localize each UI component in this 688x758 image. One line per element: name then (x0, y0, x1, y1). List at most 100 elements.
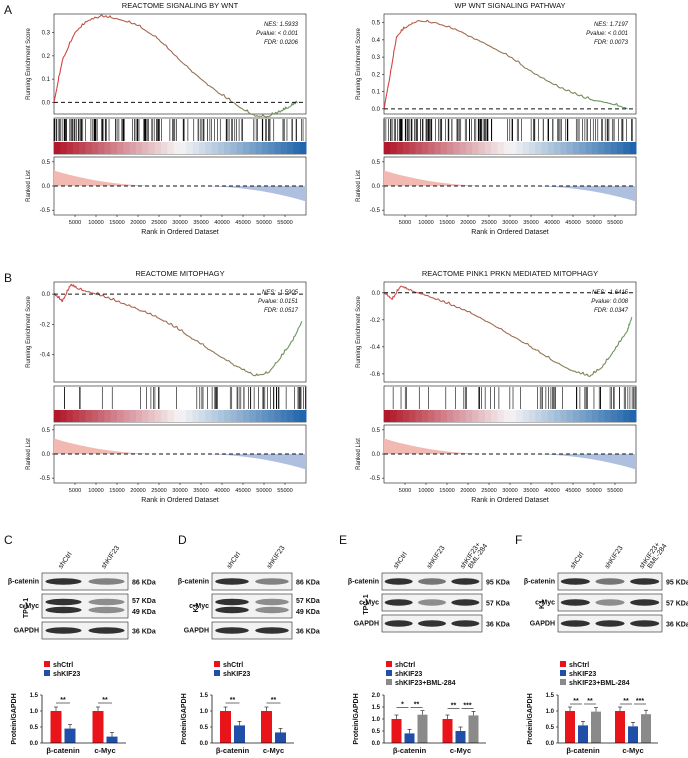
rank-color-segment (384, 142, 391, 154)
es-curve-segment (125, 21, 128, 23)
bar (261, 711, 272, 743)
es-curve-segment (459, 30, 462, 33)
ranked-positive-area (384, 170, 498, 186)
es-curve-segment (123, 20, 126, 23)
rank-color-segment (299, 410, 307, 422)
es-curve-segment (398, 287, 400, 290)
rank-color-segment (560, 410, 568, 422)
es-curve-segment (566, 89, 569, 92)
rank-color-segment (91, 142, 99, 154)
es-curve-segment (225, 97, 228, 100)
es-curve-segment (578, 371, 581, 374)
es-curve-segment (294, 334, 296, 337)
es-curve-segment (405, 26, 408, 29)
legend-swatch (44, 661, 50, 667)
blot-strip (41, 593, 129, 619)
blot-band (418, 620, 446, 627)
rank-color-segment (617, 142, 624, 154)
rank-color-segment (516, 142, 524, 154)
lane-label: shKIF23 (266, 545, 287, 570)
es-curve-segment (192, 71, 195, 74)
es-curve-segment (543, 77, 547, 81)
x-tick-label: 30000 (172, 220, 188, 226)
bar-chart-D: shCtrl shKIF23 0.0 0.5 1.0 1.5 Protein/GAPDH β-… (181, 661, 286, 755)
rank-color-segment (610, 410, 618, 422)
rank-color-segment (598, 142, 605, 154)
rank-color-segment (415, 410, 423, 422)
es-curve-segment (53, 98, 56, 103)
es-frame (383, 13, 637, 115)
es-curve-segment (84, 290, 87, 292)
x-tick-label: 45000 (565, 220, 581, 226)
rank-color-segment (409, 142, 416, 154)
ranked-positive-area (384, 438, 498, 454)
rank-color-segment (161, 142, 168, 154)
es-curve-segment (387, 85, 389, 89)
category-label: β-catenin (566, 746, 600, 755)
es-curve-segment (235, 365, 239, 368)
es-curve-segment (495, 48, 498, 51)
blot-row-label: GAPDH (530, 621, 555, 628)
es-curve-segment (403, 27, 406, 29)
es-curve-segment (255, 114, 258, 117)
kda-label: 57 KDa (296, 598, 320, 605)
es-curve-segment (155, 35, 158, 39)
y-tick-label: 0.2 (372, 72, 381, 78)
blot-band (255, 606, 289, 614)
x-tick-label: 40000 (544, 220, 560, 226)
x-tick-label: 20000 (130, 220, 146, 226)
ranked-negative-area (192, 454, 306, 470)
es-curve-segment (240, 107, 244, 110)
es-curve-segment (448, 25, 452, 29)
es-curve-segment (486, 321, 490, 324)
es-curve-segment (444, 25, 448, 28)
rank-color-segment (123, 410, 131, 422)
rank-color-segment (104, 410, 112, 422)
es-curve-segment (558, 362, 562, 366)
rank-color-segment (117, 410, 124, 422)
es-curve-segment (167, 322, 170, 325)
rank-color-segment (503, 142, 511, 154)
es-curve-segment (518, 339, 521, 342)
panel-letter-a: A (4, 3, 12, 17)
rank-color-segment (434, 142, 442, 154)
es-curve-segment (618, 340, 621, 343)
blot-band (630, 578, 660, 585)
rank-color-segment (148, 142, 156, 154)
y-tick-label: 0.3 (372, 55, 381, 61)
es-curve-segment (185, 64, 188, 67)
es-curve-segment (599, 367, 602, 370)
y-axis-label: Protein/GAPDH (527, 693, 534, 744)
x-tick-label: 10000 (88, 220, 104, 226)
es-curve-segment (172, 53, 176, 56)
es-curve-segment (422, 293, 425, 296)
es-curve-segment (127, 304, 130, 306)
es-curve-segment (262, 114, 265, 117)
es-curve-segment (170, 50, 174, 54)
es-curve-segment (188, 335, 191, 338)
bar (578, 725, 588, 743)
es-curve-segment (183, 332, 186, 335)
x-tick-label: 25000 (151, 488, 167, 494)
es-curve-segment (70, 39, 73, 43)
es-curve-segment (146, 30, 149, 34)
es-curve-segment (109, 15, 112, 19)
rank-color-segment (110, 142, 118, 154)
es-curve-segment (576, 94, 580, 97)
es-curve-segment (239, 106, 242, 109)
es-curve-segment (155, 315, 158, 318)
rank-color-segment (453, 142, 461, 154)
rank-color-segment (186, 142, 194, 154)
es-curve-segment (256, 114, 259, 117)
blot-band (630, 599, 660, 606)
es-curve-segment (104, 296, 107, 299)
es-curve-segment (235, 104, 239, 107)
bar (50, 711, 62, 743)
rank-color-segment (428, 410, 435, 422)
legend-label: shCtrl (395, 662, 415, 669)
es-curve-segment (75, 285, 77, 289)
y-tick-label: 0.5 (42, 428, 51, 434)
es-curve-segment (626, 330, 629, 333)
x-tick-label: 40000 (214, 220, 230, 226)
rank-color-segment (560, 142, 568, 154)
